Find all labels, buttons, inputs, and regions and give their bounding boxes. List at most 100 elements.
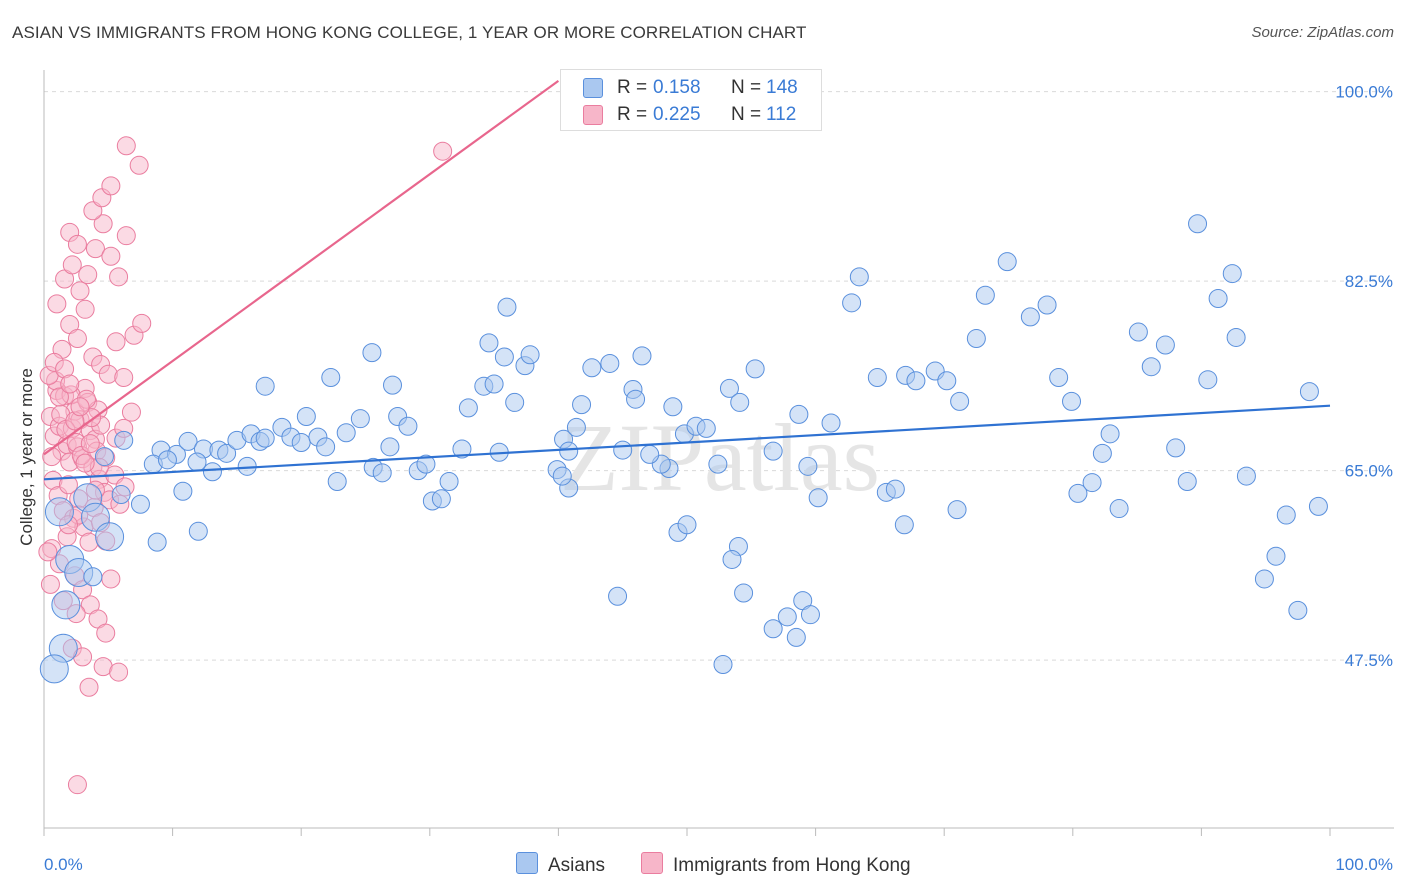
hong-kong-point — [129, 155, 149, 175]
grid-layer — [44, 91, 1394, 661]
asian-point — [1188, 214, 1208, 234]
asian-point — [1155, 335, 1175, 355]
bottom-legend-label: Asians — [548, 855, 606, 876]
asian-point — [975, 285, 995, 305]
hong-kong-point — [62, 255, 82, 275]
asian-point — [713, 654, 733, 674]
asian-point — [416, 454, 436, 474]
asian-point — [44, 497, 74, 527]
asian-point — [327, 471, 347, 491]
asian-point — [745, 359, 765, 379]
asian-point — [786, 627, 806, 647]
hong-kong-point — [116, 136, 136, 156]
asian-point — [39, 654, 69, 684]
asian-point — [1100, 424, 1120, 444]
asian-point — [559, 441, 579, 461]
axis-layer — [43, 70, 1394, 836]
asian-point — [497, 297, 517, 317]
asian-point — [178, 431, 198, 451]
asian-point — [777, 607, 797, 627]
asian-point — [1109, 499, 1129, 519]
asians-trend-line — [43, 404, 1331, 481]
series-asians-points — [39, 214, 1328, 684]
hong-kong-point — [70, 281, 90, 301]
hong-kong-point — [98, 364, 118, 384]
asian-point — [867, 368, 887, 388]
asian-point — [1037, 295, 1057, 315]
asian-point — [83, 567, 103, 587]
asian-point — [1198, 370, 1218, 390]
y-tick-label: 100.0% — [1335, 83, 1393, 102]
asian-point — [1266, 546, 1286, 566]
asian-point — [937, 371, 957, 391]
legend-swatch-hong-kong — [583, 105, 603, 125]
asian-point — [734, 583, 754, 603]
legend-n-value: 112 — [766, 104, 797, 125]
asian-point — [111, 484, 131, 504]
asian-point — [1166, 438, 1186, 458]
asian-point — [1082, 473, 1102, 493]
hong-kong-point — [109, 662, 129, 682]
asian-point — [458, 398, 478, 418]
asian-point — [719, 378, 739, 398]
asian-point — [147, 532, 167, 552]
asian-point — [114, 430, 134, 450]
y-axis-label: College, 1 year or more — [17, 368, 36, 546]
hong-kong-point — [67, 329, 87, 349]
asian-point — [255, 376, 275, 396]
asian-point — [763, 619, 783, 639]
asian-point — [572, 395, 592, 415]
bottom-legend-asians[interactable]: Asians — [516, 852, 605, 876]
asian-point — [431, 489, 451, 509]
hong-kong-point — [109, 267, 129, 287]
hong-kong-point — [114, 368, 134, 388]
asian-point — [51, 590, 81, 620]
hong-kong-point — [101, 246, 121, 266]
asian-point — [1062, 391, 1082, 411]
asian-point — [94, 447, 114, 467]
hong-kong-point — [93, 214, 113, 234]
asian-point — [255, 428, 275, 448]
asian-point — [608, 586, 628, 606]
asian-point — [1236, 466, 1256, 486]
asian-point — [885, 479, 905, 499]
asian-point — [520, 345, 540, 365]
asian-point — [1068, 483, 1088, 503]
asian-point — [380, 437, 400, 457]
asian-point — [1222, 264, 1242, 284]
asian-point — [1299, 382, 1319, 402]
asian-point — [696, 418, 716, 438]
asian-point — [202, 462, 222, 482]
chart-title: ASIAN VS IMMIGRANTS FROM HONG KONG COLLE… — [12, 23, 807, 42]
asian-point — [906, 371, 926, 391]
asian-point — [708, 454, 728, 474]
asian-point — [1288, 600, 1308, 620]
asian-point — [842, 293, 862, 313]
x-tick-label: 0.0% — [44, 855, 83, 874]
asian-point — [663, 397, 683, 417]
hong-kong-point — [78, 265, 98, 285]
asian-point — [1254, 569, 1274, 589]
hong-kong-point — [132, 313, 152, 333]
asian-point — [1128, 322, 1148, 342]
hong-kong-point — [83, 201, 103, 221]
asian-point — [439, 471, 459, 491]
asian-point — [600, 353, 620, 373]
hong-kong-point — [79, 677, 99, 697]
hong-kong-point — [75, 453, 95, 473]
asian-point — [1020, 307, 1040, 327]
asian-point — [763, 441, 783, 461]
hong-kong-point — [106, 332, 126, 352]
asian-point — [894, 515, 914, 535]
bottom-legend-hong-kong[interactable]: Immigrants from Hong Kong — [641, 852, 911, 876]
asian-point — [800, 605, 820, 625]
asian-point — [291, 433, 311, 453]
y-tick-label: 47.5% — [1345, 651, 1393, 670]
asian-point — [640, 444, 660, 464]
asian-point — [947, 500, 967, 520]
asian-point — [613, 440, 633, 460]
asian-point — [383, 375, 403, 395]
asian-point — [1092, 443, 1112, 463]
asian-point — [1208, 288, 1228, 308]
asian-point — [566, 417, 586, 437]
